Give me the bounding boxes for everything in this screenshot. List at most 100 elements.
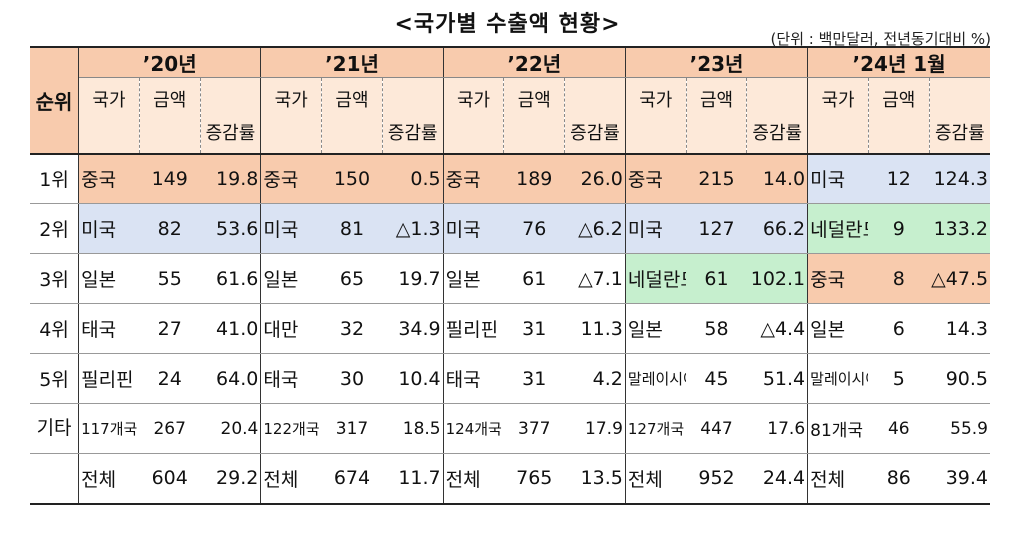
cell-change: 14.0 (746, 153, 808, 204)
table-row: 4위 태국 27 41.0 대만 32 34.9 필리핀 31 11.3 일본 58 △4.4 일본 6 14… (30, 303, 990, 354)
cell-country: 태국 (260, 353, 322, 404)
sub-header-change: 증감률 (929, 77, 990, 155)
cell-country: 일본 (260, 253, 322, 304)
cell-change: △1.3 (382, 203, 444, 254)
cell-amount: 9 (868, 203, 930, 254)
cell-amount: 30 (321, 353, 383, 404)
cell-amount: 149 (139, 153, 201, 204)
page-title: <국가별 수출액 현황> (394, 12, 621, 37)
sub-header-country: 국가 (78, 77, 140, 155)
sub-header-country: 국가 (442, 77, 505, 155)
cell-change: 34.9 (382, 303, 444, 354)
sub-header-amount: 금액 (139, 77, 201, 155)
cell-country: 미국 (78, 203, 140, 254)
cell-country: 말레이시아 (807, 353, 869, 404)
cell-change: 17.9 (564, 403, 626, 454)
rank-header: 순위 (30, 46, 80, 155)
sub-header-change: 증감률 (564, 77, 626, 155)
cell-amount: 31 (503, 353, 565, 404)
table-row: 기타 117개국 267 20.4 122개국 317 18.5 124개국 377 17.9 12… (30, 403, 990, 454)
cell-amount: 674 (321, 453, 383, 505)
cell-amount: 81 (321, 203, 383, 254)
cell-amount: 82 (139, 203, 201, 254)
cell-change: 61.6 (200, 253, 261, 304)
cell-amount: 12 (868, 153, 930, 204)
cell-amount: 150 (321, 153, 383, 204)
cell-amount: 32 (321, 303, 383, 354)
cell-country: 전체 (807, 453, 869, 505)
sub-header-country: 국가 (807, 77, 869, 155)
cell-change: 39.4 (929, 453, 990, 505)
sub-header-row: 국가 금액 증감률 국가 금액 증감률 국가 금액 증감률 국가 금액 증감률 국가 금액 증감률 (30, 77, 990, 155)
cell-amount: 24 (139, 353, 201, 404)
cell-change: △47.5 (929, 253, 990, 304)
cell-change: 19.7 (382, 253, 444, 304)
cell-country: 전체 (78, 453, 140, 505)
year-header-row: 순위 ’20년 ’21년 ’22년 ’23년 ’24년 1월 (30, 46, 990, 155)
cell-change: 55.9 (929, 403, 990, 454)
cell-amount: 76 (503, 203, 565, 254)
cell-change: △4.4 (746, 303, 808, 354)
cell-amount: 61 (503, 253, 565, 304)
table-row: 2위미국8253.6미국81△1.3미국76△6.2미국12766.2네덜란드9… (30, 203, 990, 254)
cell-amount: 267 (139, 403, 201, 454)
rank-cell: 1위 (30, 153, 80, 204)
cell-amount: 765 (503, 453, 565, 505)
table-row: 1위 중국 149 19.8 중국 150 0.5 중국 189 26.0 중국 215 14.0 미국 1… (30, 153, 990, 204)
cell-change: 53.6 (200, 203, 261, 254)
cell-country: 122개국 (260, 403, 322, 454)
cell-country: 네덜란드 (807, 203, 869, 254)
cell-amount: 58 (686, 303, 747, 354)
cell-change: 51.4 (746, 353, 808, 404)
cell-amount: 31 (503, 303, 565, 354)
cell-change: 14.3 (929, 303, 990, 354)
cell-change: 13.5 (564, 453, 626, 505)
cell-amount: 65 (321, 253, 383, 304)
cell-change: 0.5 (382, 153, 444, 204)
cell-amount: 8 (868, 253, 930, 304)
cell-country: 일본 (78, 253, 140, 304)
sub-header-amount: 금액 (321, 77, 383, 155)
cell-country: 일본 (624, 303, 687, 354)
rank-cell: 5위 (30, 353, 80, 404)
cell-change: △6.2 (564, 203, 626, 254)
cell-country: 전체 (624, 453, 687, 505)
cell-country: 중국 (624, 153, 687, 204)
cell-amount: 215 (686, 153, 747, 204)
cell-amount: 6 (868, 303, 930, 354)
table-row: 5위필리핀2464.0태국3010.4태국314.2말레이시아4551.4말레이… (30, 353, 990, 404)
cell-country: 중국 (78, 153, 140, 204)
cell-country: 127개국 (624, 403, 687, 454)
cell-amount: 189 (503, 153, 565, 204)
cell-amount: 5 (868, 353, 930, 404)
table-row: 전체 604 29.2 전체 674 11.7 전체 765 13.5 전체 952 24.4 전체 86… (30, 453, 990, 505)
unit-note: (단위 : 백만달러, 전년동기대비 %) (770, 30, 991, 48)
sub-header-country: 국가 (624, 77, 687, 155)
cell-amount: 952 (686, 453, 747, 505)
cell-change: 29.2 (200, 453, 261, 505)
cell-change: 90.5 (929, 353, 990, 404)
sub-header-amount: 금액 (686, 77, 748, 155)
sub-header-change: 증감률 (200, 77, 261, 155)
cell-country: 미국 (807, 153, 869, 204)
cell-country: 81개국 (807, 403, 869, 454)
sub-header-change: 증감률 (382, 77, 444, 155)
cell-country: 중국 (442, 153, 504, 204)
cell-country: 중국 (260, 153, 322, 204)
rank-cell (30, 453, 80, 505)
cell-change: 64.0 (200, 353, 261, 404)
cell-country: 중국 (807, 253, 869, 304)
sub-header-amount: 금액 (503, 77, 566, 155)
cell-country: 117개국 (78, 403, 140, 454)
cell-change: 17.6 (746, 403, 808, 454)
cell-amount: 317 (321, 403, 383, 454)
cell-change: 19.8 (200, 153, 261, 204)
export-table: 순위 ’20년 ’21년 ’22년 ’23년 ’24년 1월 국가 금액 증감률 국가… (30, 46, 990, 505)
cell-change: 41.0 (200, 303, 261, 354)
rank-cell: 3위 (30, 253, 80, 304)
cell-amount: 27 (139, 303, 201, 354)
cell-change: 10.4 (382, 353, 444, 404)
cell-country: 미국 (260, 203, 322, 254)
sub-header-country: 국가 (260, 77, 323, 155)
cell-country: 전체 (260, 453, 322, 505)
